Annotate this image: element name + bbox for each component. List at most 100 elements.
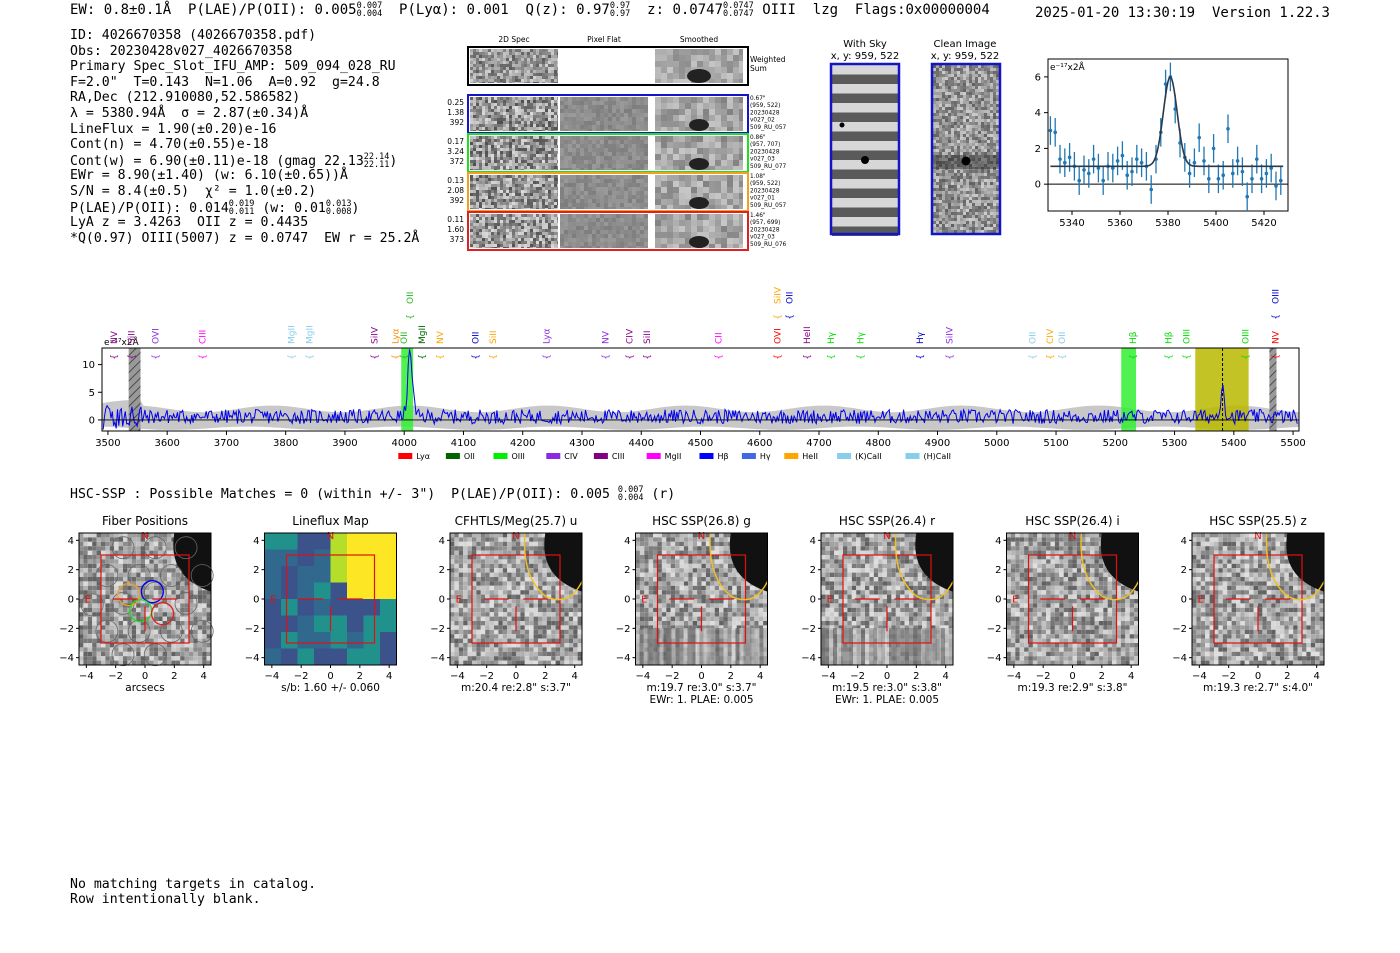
line-label-brace: { bbox=[436, 354, 446, 360]
legend-label: (K)CaII bbox=[855, 452, 882, 461]
fiber-circle-red bbox=[150, 602, 175, 626]
cutout-2dspec bbox=[470, 97, 558, 131]
legend-label: Hβ bbox=[717, 452, 728, 461]
aperture-box bbox=[100, 554, 190, 644]
flux-cell bbox=[297, 632, 315, 649]
panel-title: HSC SSP(26.4) i bbox=[1025, 514, 1120, 528]
line-label-high: OII { bbox=[785, 292, 795, 320]
line-label-brace: { bbox=[542, 354, 552, 360]
line-label-brace: { bbox=[391, 354, 401, 360]
line-label-brace: { bbox=[128, 354, 138, 360]
header-summary: EW: 0.8±0.1Å P(LAE)/P(OII): 0.005 0.007 0.… bbox=[70, 1, 990, 19]
line-label-high-text: SiIV bbox=[774, 286, 784, 304]
panel-ytick-label: −2 bbox=[245, 624, 260, 635]
line-label-brace: { bbox=[1165, 354, 1175, 360]
north-label: N bbox=[698, 531, 705, 542]
image-stripe bbox=[763, 628, 768, 665]
flux-cell bbox=[363, 632, 381, 649]
line-label-high-text: OIII bbox=[1271, 289, 1281, 304]
z-hi: 0.0747 bbox=[723, 1, 754, 11]
full-xtick-label: 4500 bbox=[688, 438, 713, 449]
panel-ytick-label: 2 bbox=[1181, 565, 1187, 576]
line-label-text: SiII bbox=[643, 330, 653, 344]
legend-swatch bbox=[646, 453, 661, 459]
line-label-text: SiIV bbox=[371, 326, 381, 344]
info-lya: LyA z = 3.4263 OII z = 0.4435 bbox=[70, 215, 309, 231]
cutout-note: 1.46" bbox=[750, 213, 766, 219]
flux-cell bbox=[314, 582, 331, 600]
full-xtick-label: 4400 bbox=[629, 438, 654, 449]
zoom-point bbox=[1269, 166, 1273, 170]
image-stripe bbox=[679, 628, 684, 665]
line-label-brace: { bbox=[1129, 354, 1139, 360]
image-stripe bbox=[695, 628, 700, 665]
catalog-footer: No matching targets in catalog. Row inten… bbox=[70, 877, 316, 907]
zoom-point bbox=[1063, 160, 1067, 165]
east-label: E bbox=[1198, 595, 1204, 606]
full-ylabel: e⁻¹⁷x2Å bbox=[104, 336, 140, 348]
fiber-circle bbox=[174, 592, 198, 615]
panel-caption: arcsecs bbox=[125, 682, 164, 694]
image-stripe bbox=[683, 628, 688, 665]
line-label-brace: { bbox=[857, 354, 867, 360]
flux-cell bbox=[281, 648, 298, 666]
fiber-circle bbox=[190, 619, 214, 643]
full-xtick-label: 5300 bbox=[1162, 438, 1187, 449]
image-stripe bbox=[901, 628, 905, 665]
line-label-high: OIII { bbox=[1271, 289, 1281, 320]
legend-swatch bbox=[493, 453, 508, 459]
cutout-note: 20230428 bbox=[750, 188, 780, 194]
panel-xtick-label: 0 bbox=[327, 671, 333, 682]
panel-xtick-label: 0 bbox=[1255, 671, 1261, 682]
panel-ytick-label: −2 bbox=[430, 624, 445, 635]
bright-source bbox=[915, 533, 953, 592]
line-label-brace: { bbox=[643, 354, 653, 360]
flux-cell bbox=[347, 615, 364, 633]
legend-label: Hγ bbox=[760, 452, 771, 461]
cutout-blob bbox=[689, 236, 709, 248]
galaxy-ellipse bbox=[523, 532, 583, 601]
image-pixels bbox=[450, 533, 582, 665]
line-label: SiII { bbox=[489, 330, 499, 359]
fiber-circle bbox=[111, 643, 135, 667]
zoom-point bbox=[1211, 146, 1216, 151]
panel-xtick-label: −4 bbox=[635, 671, 650, 682]
line-label-text: NV bbox=[602, 330, 612, 344]
line-label: SiII { bbox=[643, 330, 653, 359]
line-label: CIV { bbox=[625, 328, 635, 360]
flux-cell bbox=[363, 599, 381, 616]
image-stripe bbox=[639, 628, 644, 665]
line-label-brace: { bbox=[1182, 354, 1192, 360]
image-stripe bbox=[735, 628, 740, 665]
fiber-circle bbox=[95, 619, 119, 643]
zoom-point bbox=[1067, 155, 1072, 160]
panel-title: Fiber Positions bbox=[102, 514, 188, 528]
panel-xtick-label: 0 bbox=[513, 671, 519, 682]
flux-cell bbox=[264, 648, 282, 666]
cutout-stat: 373 bbox=[450, 235, 465, 244]
line-label-high-text: OII bbox=[785, 292, 795, 304]
galaxy-ellipse bbox=[894, 532, 954, 601]
sky-stripe bbox=[832, 141, 898, 151]
east-label: E bbox=[85, 595, 91, 606]
full-xtick-label: 5100 bbox=[1043, 438, 1068, 449]
zoom-point bbox=[1279, 178, 1283, 183]
panel-ytick-label: −4 bbox=[801, 653, 816, 664]
line-label-text: HeII bbox=[803, 326, 813, 344]
panel-ytick-label: 2 bbox=[68, 565, 74, 576]
legend-label: CIV bbox=[564, 452, 578, 461]
qz-value: 0.97 bbox=[576, 2, 610, 18]
line-label-text: MgII bbox=[418, 325, 428, 344]
cutout-pixelflat bbox=[560, 214, 648, 248]
zoom-point bbox=[1149, 187, 1153, 192]
image-stripe bbox=[739, 628, 744, 665]
image-stripe bbox=[723, 628, 728, 665]
line-label-text: OIII bbox=[1242, 329, 1252, 344]
galaxy-ellipse bbox=[1265, 532, 1325, 601]
image-stripe bbox=[655, 628, 660, 665]
image-stripe bbox=[873, 628, 877, 665]
line-label-text: NV bbox=[1271, 330, 1281, 344]
panel-ytick-label: 0 bbox=[810, 595, 816, 606]
cutout-stat: 2.08 bbox=[447, 186, 464, 195]
